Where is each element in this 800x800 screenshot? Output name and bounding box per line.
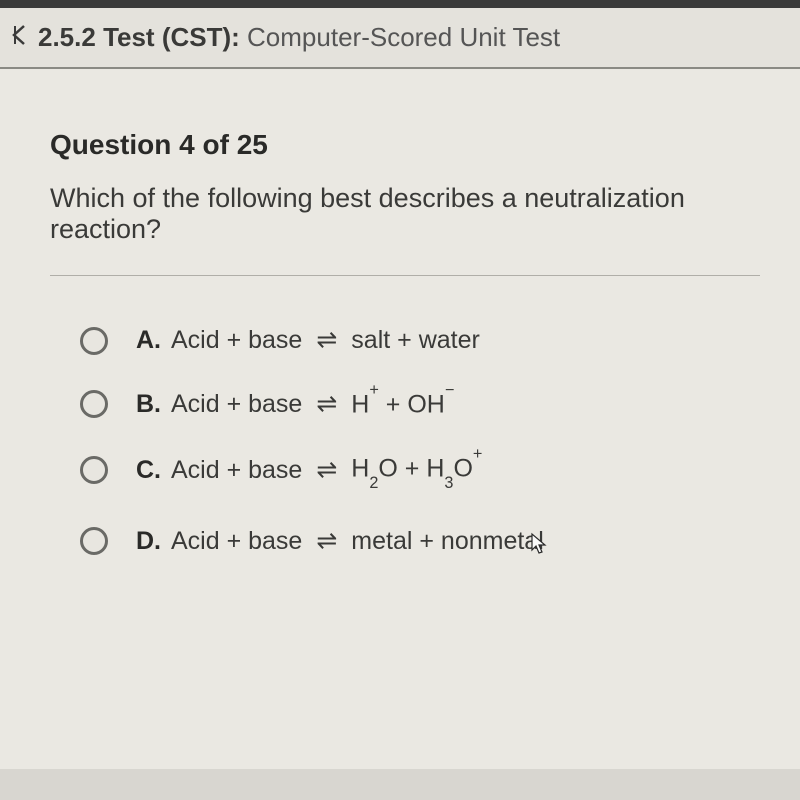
equilibrium-icon xyxy=(316,535,337,548)
option-rhs: salt + water xyxy=(351,326,480,355)
question-text: Which of the following best describes a … xyxy=(50,183,760,245)
counter-prefix: Question xyxy=(50,129,171,160)
back-icon[interactable] xyxy=(10,23,30,52)
question-panel: Question 4 of 25 Which of the following … xyxy=(0,69,800,769)
radio-b[interactable] xyxy=(80,390,108,418)
option-lhs: Acid + base xyxy=(171,326,302,355)
option-body: Acid + base H+ + OH− xyxy=(171,389,454,419)
option-body: Acid + base metal + nonmetal xyxy=(171,522,550,561)
counter-total: 25 xyxy=(237,129,268,160)
counter-of: of xyxy=(202,129,228,160)
option-lhs: Acid + base xyxy=(171,390,302,419)
radio-a[interactable] xyxy=(80,327,108,355)
radio-d[interactable] xyxy=(80,527,108,555)
option-letter: C. xyxy=(136,456,161,485)
equilibrium-icon xyxy=(316,464,337,477)
radio-c[interactable] xyxy=(80,456,108,484)
equilibrium-icon xyxy=(316,334,337,347)
equilibrium-icon xyxy=(316,398,337,411)
option-letter: A. xyxy=(136,326,161,355)
option-rhs: H2O + H3O+ xyxy=(351,453,482,487)
option-rhs: metal + nonmetal xyxy=(351,527,543,556)
header-title: 2.5.2 Test (CST): Computer-Scored Unit T… xyxy=(38,22,560,53)
cursor-icon xyxy=(528,532,550,565)
header-label-light: Computer-Scored Unit Test xyxy=(247,22,560,52)
header-label-bold: Test (CST): xyxy=(103,22,240,52)
counter-current: 4 xyxy=(179,129,195,160)
section-number: 2.5.2 xyxy=(38,22,96,52)
option-lhs: Acid + base xyxy=(171,456,302,485)
option-a[interactable]: A. Acid + base salt + water xyxy=(80,326,760,355)
option-lhs: Acid + base xyxy=(171,527,302,556)
options-list: A. Acid + base salt + water B. Acid + ba… xyxy=(50,326,760,561)
option-b[interactable]: B. Acid + base H+ + OH− xyxy=(80,389,760,419)
option-d[interactable]: D. Acid + base metal + nonmetal xyxy=(80,522,760,561)
option-rhs: H+ + OH− xyxy=(351,389,454,419)
option-c[interactable]: C. Acid + base H2O + H3O+ xyxy=(80,453,760,487)
browser-chrome xyxy=(0,0,800,8)
divider xyxy=(50,275,760,276)
question-counter: Question 4 of 25 xyxy=(50,129,760,161)
test-header: 2.5.2 Test (CST): Computer-Scored Unit T… xyxy=(0,8,800,69)
option-body: Acid + base H2O + H3O+ xyxy=(171,453,482,487)
option-body: Acid + base salt + water xyxy=(171,326,480,355)
option-letter: B. xyxy=(136,390,161,419)
option-letter: D. xyxy=(136,527,161,556)
